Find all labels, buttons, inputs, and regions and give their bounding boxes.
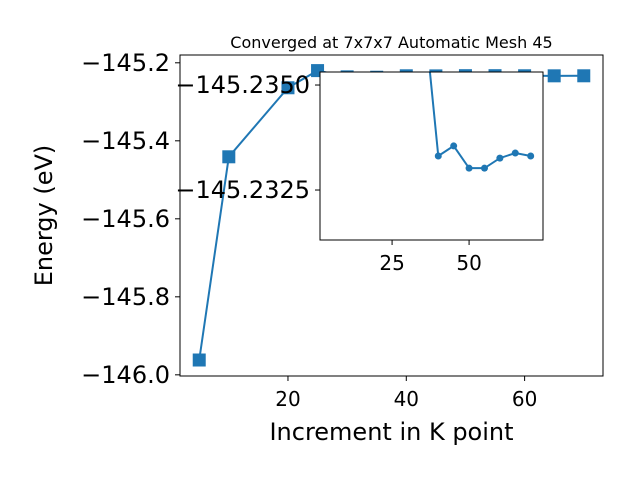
marker: [547, 69, 561, 83]
marker: [527, 152, 535, 160]
y-tick-label: −146.0: [81, 361, 170, 389]
marker: [511, 149, 519, 157]
axes-frame: [179, 54, 604, 377]
y-axis-label: Energy (eV): [30, 145, 58, 287]
axes-frame: [319, 71, 544, 241]
y-tick-label: −145.4: [81, 127, 170, 155]
chart-title: Converged at 7x7x7 Automatic Mesh 45: [230, 33, 552, 52]
marker: [480, 164, 488, 172]
x-tick-label: 25: [379, 251, 404, 275]
y-tick-label: −145.8: [81, 283, 170, 311]
marker: [281, 81, 295, 95]
marker: [192, 353, 206, 367]
y-tick-label: −145.2350: [175, 71, 310, 99]
marker: [222, 150, 236, 164]
x-axis-label: Increment in K point: [269, 418, 513, 446]
x-tick-label: 40: [394, 387, 419, 411]
marker: [434, 152, 442, 160]
marker: [419, 0, 426, 5]
y-tick-label: −145.6: [81, 205, 170, 233]
marker: [496, 154, 504, 162]
x-tick-label: 50: [456, 251, 481, 275]
y-tick-label: −145.2325: [175, 176, 310, 204]
series: [419, 0, 535, 172]
x-tick-label: 20: [275, 387, 300, 411]
marker: [450, 142, 458, 150]
y-tick-label: −145.2: [81, 49, 170, 77]
x-tick-label: 60: [512, 387, 537, 411]
marker: [577, 69, 591, 83]
inset-axes: 25 50 −145.2350 −145.2325: [175, 0, 544, 275]
marker: [465, 164, 473, 172]
